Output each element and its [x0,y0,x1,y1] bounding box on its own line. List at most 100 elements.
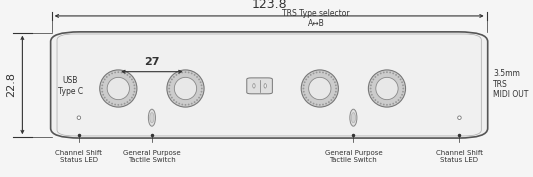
Text: General Purpose
Tactile Switch: General Purpose Tactile Switch [325,150,382,162]
Ellipse shape [150,113,154,123]
Ellipse shape [328,74,330,76]
Ellipse shape [173,99,175,101]
Ellipse shape [395,74,397,76]
Ellipse shape [373,97,374,99]
Text: 123.8: 123.8 [252,0,287,11]
Ellipse shape [401,81,403,83]
Ellipse shape [330,99,332,101]
Ellipse shape [386,104,388,106]
Ellipse shape [175,74,177,76]
Ellipse shape [168,84,171,86]
Ellipse shape [179,103,180,105]
Ellipse shape [400,97,401,99]
Ellipse shape [304,81,305,83]
Ellipse shape [264,84,266,88]
Ellipse shape [198,78,200,80]
Text: Channel Shift
Status LED: Channel Shift Status LED [55,150,102,162]
Ellipse shape [188,72,190,73]
Ellipse shape [129,99,131,101]
Text: USB
Type C: USB Type C [58,76,83,96]
FancyBboxPatch shape [51,32,488,138]
Ellipse shape [308,76,309,78]
Ellipse shape [333,78,334,80]
Ellipse shape [392,72,394,74]
Ellipse shape [114,72,116,73]
Ellipse shape [458,116,461,119]
Ellipse shape [308,99,309,101]
Ellipse shape [371,94,373,96]
Ellipse shape [168,88,170,89]
Ellipse shape [200,94,201,96]
Ellipse shape [148,109,156,126]
Ellipse shape [196,76,198,78]
Ellipse shape [107,77,130,100]
Ellipse shape [316,104,318,105]
Ellipse shape [380,72,382,74]
Ellipse shape [131,78,133,80]
Ellipse shape [333,97,334,99]
Ellipse shape [106,99,108,101]
Ellipse shape [371,81,373,83]
Text: Channel Shift
Status LED: Channel Shift Status LED [436,150,483,162]
Ellipse shape [402,88,404,89]
Ellipse shape [108,74,110,76]
Ellipse shape [375,76,376,78]
Ellipse shape [335,84,337,86]
Ellipse shape [383,72,385,73]
Ellipse shape [402,84,404,86]
Ellipse shape [77,116,80,119]
Ellipse shape [383,104,385,105]
Ellipse shape [375,99,376,101]
Ellipse shape [402,91,404,93]
Ellipse shape [325,103,327,105]
Ellipse shape [309,77,331,100]
Ellipse shape [134,88,135,89]
Ellipse shape [398,76,399,78]
Ellipse shape [201,88,203,89]
Ellipse shape [334,81,336,83]
Ellipse shape [171,97,173,99]
Ellipse shape [102,94,104,96]
Ellipse shape [133,94,134,96]
Ellipse shape [200,91,203,93]
Ellipse shape [370,84,372,86]
Ellipse shape [117,71,119,73]
Ellipse shape [179,72,180,74]
Ellipse shape [188,104,190,105]
Ellipse shape [319,104,321,106]
Ellipse shape [106,76,108,78]
Ellipse shape [171,78,173,80]
Ellipse shape [335,88,337,89]
Ellipse shape [124,72,125,74]
Ellipse shape [193,101,196,103]
Ellipse shape [129,76,131,78]
Ellipse shape [322,72,324,73]
Ellipse shape [304,94,305,96]
Ellipse shape [322,104,324,105]
Ellipse shape [325,72,327,74]
Ellipse shape [389,104,391,105]
Ellipse shape [101,88,103,89]
Ellipse shape [398,99,399,101]
Ellipse shape [191,72,192,74]
Ellipse shape [133,84,135,86]
Ellipse shape [386,71,388,73]
Ellipse shape [350,109,357,126]
Ellipse shape [169,94,171,96]
Ellipse shape [108,101,110,103]
Ellipse shape [301,70,338,107]
Ellipse shape [370,91,372,93]
Text: 3.5mm
TRS
MIDI OUT: 3.5mm TRS MIDI OUT [493,69,528,99]
Ellipse shape [133,81,134,83]
Ellipse shape [328,101,330,103]
Ellipse shape [377,74,379,76]
Ellipse shape [100,70,137,107]
Ellipse shape [126,101,128,103]
Text: 27: 27 [144,57,160,67]
Ellipse shape [174,77,197,100]
Ellipse shape [389,72,391,73]
Ellipse shape [131,97,133,99]
Ellipse shape [124,103,125,105]
Ellipse shape [104,78,106,80]
Ellipse shape [334,94,336,96]
